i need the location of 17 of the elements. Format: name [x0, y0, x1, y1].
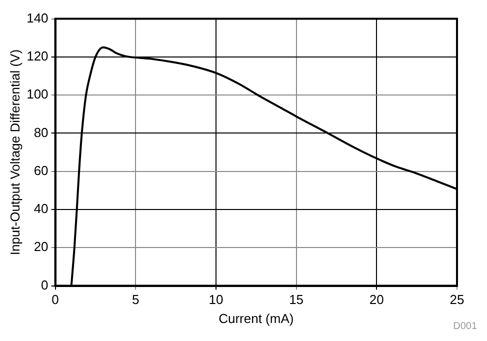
- x-axis-title: Current (mA): [218, 310, 294, 326]
- y-tick-label: 100: [26, 86, 48, 102]
- x-tick-label: 0: [52, 292, 59, 308]
- x-tick-label: 10: [208, 292, 224, 308]
- y-tick-label: 0: [41, 277, 48, 292]
- y-tick-label: 60: [34, 162, 48, 178]
- text: D001: [453, 321, 478, 332]
- y-tick-label: 80: [34, 124, 48, 140]
- y-tick-label: 140: [26, 10, 48, 26]
- y-tick-label: 20: [34, 239, 48, 254]
- y-tick-label: 40: [34, 201, 48, 216]
- x-tick-label: 15: [289, 292, 304, 308]
- x-tick-label: 5: [132, 292, 140, 308]
- x-tick-label: 25: [450, 292, 464, 308]
- y-tick-label: 120: [26, 48, 48, 64]
- y-axis-title: Input-Output Voltage Differential (V): [7, 49, 22, 256]
- x-tick-label: 20: [369, 292, 384, 308]
